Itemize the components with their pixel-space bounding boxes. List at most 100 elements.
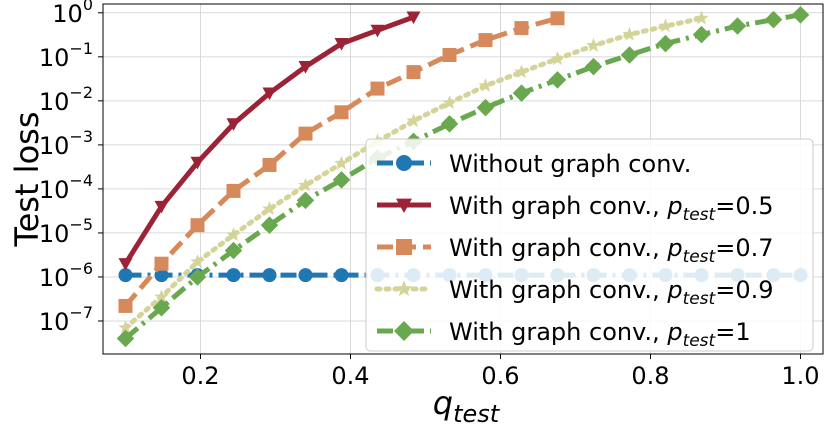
data-point: [154, 256, 169, 271]
legend-marker: [396, 239, 412, 255]
data-point: [190, 254, 205, 269]
x-axis-title-sub: test: [453, 400, 501, 424]
data-point: [478, 78, 493, 92]
data-point: [476, 98, 495, 117]
series-2: [118, 11, 421, 271]
data-point: [550, 11, 565, 26]
legend-label: With graph conv., ptest=0.5: [449, 192, 774, 225]
data-point: [514, 21, 529, 36]
data-point: [298, 126, 313, 141]
data-point: [190, 156, 205, 170]
legend-entry: With graph conv., ptest=0.7: [377, 234, 774, 267]
data-point: [262, 157, 277, 172]
data-point: [548, 71, 567, 89]
x-tick-label: 0.8: [631, 362, 669, 390]
x-tick-label: 0.6: [481, 362, 519, 390]
data-point: [296, 191, 315, 210]
y-tick-label: 10−2: [39, 83, 93, 116]
data-point: [262, 201, 277, 216]
data-point: [334, 268, 349, 283]
data-point: [332, 171, 351, 189]
y-tick-label: 10−1: [39, 39, 93, 72]
legend-marker: [396, 155, 412, 171]
data-point: [334, 155, 349, 170]
data-point: [586, 37, 601, 52]
data-point: [152, 298, 171, 317]
legend-label: Without graph conv.: [449, 150, 691, 178]
data-point: [622, 26, 637, 41]
data-point: [440, 115, 459, 133]
data-point: [116, 329, 135, 348]
data-point: [512, 84, 531, 102]
data-point: [260, 216, 279, 234]
series-4: [118, 10, 709, 334]
data-point: [262, 268, 277, 283]
data-point: [406, 11, 421, 25]
data-point: [406, 65, 421, 80]
legend-entry: With graph conv., ptest=1: [377, 318, 751, 351]
data-point: [478, 33, 493, 48]
data-point: [298, 60, 313, 74]
y-axis-title: Test loss: [8, 112, 46, 248]
legend-marker: [395, 280, 413, 297]
legend-entry: Without graph conv.: [377, 150, 691, 178]
data-point: [658, 18, 673, 33]
data-point: [190, 218, 205, 233]
legend-label: With graph conv., ptest=0.9: [449, 276, 774, 309]
data-point: [226, 268, 241, 283]
y-tick-label: 10−5: [39, 215, 93, 248]
data-point: [514, 64, 529, 79]
data-point: [692, 25, 711, 44]
data-point: [656, 34, 675, 53]
data-point: [154, 289, 169, 304]
y-tick-label: 10−4: [39, 171, 93, 204]
x-tick-label: 0.2: [181, 362, 219, 390]
data-point: [118, 258, 133, 271]
data-point: [406, 113, 421, 128]
data-point: [224, 241, 243, 260]
series-5: [116, 6, 810, 348]
data-point: [262, 87, 277, 101]
data-point: [791, 6, 810, 24]
y-tick-label: 100: [52, 0, 93, 28]
y-tick-label: 10−6: [39, 259, 93, 292]
data-point: [442, 95, 457, 110]
data-point: [694, 10, 709, 25]
x-axis-title: qtest: [433, 384, 501, 424]
data-point: [188, 268, 207, 286]
legend-entry: With graph conv., ptest=0.5: [377, 192, 774, 225]
legend-marker: [394, 321, 414, 341]
y-tick-label: 10−7: [39, 303, 93, 336]
data-point: [154, 200, 169, 214]
y-axis-ticks: 100 10−1 10−2 10−3 10−4 10−5 10−6 10−7: [39, 0, 103, 336]
data-point: [370, 24, 385, 38]
data-point: [442, 48, 457, 63]
series-3: [118, 11, 565, 313]
legend-label: With graph conv., ptest=1: [449, 318, 751, 351]
data-point: [118, 268, 133, 283]
data-point: [226, 227, 241, 242]
data-point: [550, 51, 565, 66]
data-point: [118, 320, 133, 334]
data-point: [334, 105, 349, 120]
data-point: [620, 46, 639, 64]
data-point: [764, 10, 783, 29]
legend: Without graph conv. With graph conv., pte…: [365, 138, 814, 352]
data-point: [118, 298, 133, 313]
data-point: [334, 37, 349, 51]
y-tick-label: 10−3: [39, 127, 93, 160]
legend-box: [365, 138, 814, 352]
data-point: [370, 81, 385, 96]
data-point: [584, 57, 603, 76]
data-point: [298, 268, 313, 283]
legend-entry: With graph conv., ptest=0.9: [374, 276, 774, 309]
x-axis-ticks: 0.2 0.4 0.6 0.8 1.0: [181, 354, 820, 390]
data-point: [226, 118, 241, 131]
data-point: [226, 183, 241, 198]
data-point: [298, 177, 313, 192]
plot-frame: [102, 3, 824, 355]
legend-marker: [396, 198, 412, 213]
x-tick-label: 1.0: [781, 362, 819, 390]
data-point: [728, 17, 747, 35]
